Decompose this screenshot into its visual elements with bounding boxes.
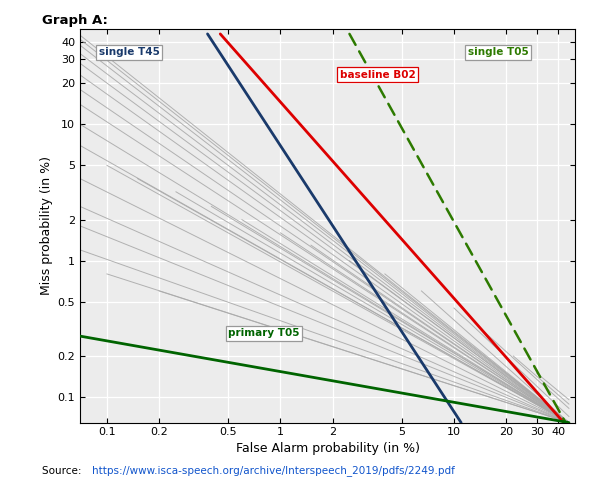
Text: https://www.isca-speech.org/archive/Interspeech_2019/pdfs/2249.pdf: https://www.isca-speech.org/archive/Inte… (92, 465, 455, 476)
Text: single T45: single T45 (99, 47, 160, 57)
Text: single T05: single T05 (468, 47, 528, 57)
Text: primary T05: primary T05 (228, 328, 299, 338)
Text: Graph A:: Graph A: (42, 14, 107, 28)
Text: baseline B02: baseline B02 (340, 70, 416, 80)
Y-axis label: Miss probability (in %): Miss probability (in %) (40, 156, 53, 295)
Text: Source:: Source: (42, 466, 84, 476)
X-axis label: False Alarm probability (in %): False Alarm probability (in %) (235, 441, 420, 455)
